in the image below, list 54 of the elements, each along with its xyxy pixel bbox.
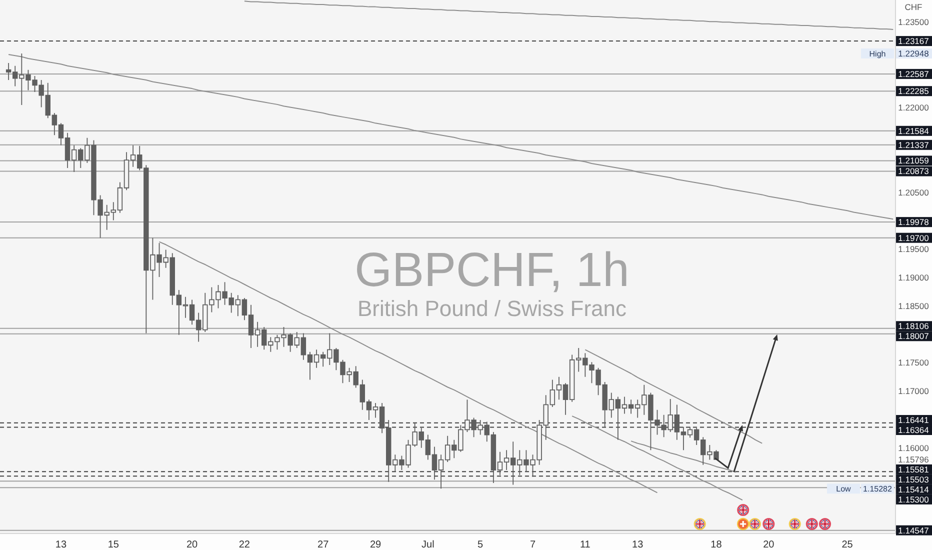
ref-line-label: 1.16441 [898, 414, 930, 425]
ref-line-label: 1.22587 [898, 68, 930, 79]
x-tick-label: Jul [422, 540, 434, 550]
ref-line-label: 1.23167 [898, 36, 930, 46]
x-tick-label: 15 [108, 540, 120, 550]
x-tick-label: 20 [763, 540, 775, 550]
y-tick-label: 1.15796 [898, 454, 930, 464]
ref-line-label: 1.21059 [898, 156, 930, 166]
y-tick-label: 1.17500 [898, 358, 930, 368]
annotation: High [869, 49, 886, 58]
y-tick-label: 1.18500 [898, 300, 930, 311]
ref-line-label: 1.21337 [898, 140, 930, 150]
text: British Pound / Swiss Franc [358, 296, 626, 321]
ref-line-label: 1.19978 [898, 217, 930, 228]
y-tick-label: 1.22000 [898, 102, 930, 112]
ref-line-label: 1.15581 [898, 464, 930, 474]
ref-line-label: 1.22285 [898, 86, 930, 96]
y-tick-label: 1.22948 [898, 48, 930, 58]
y-axis-title: CHF [904, 2, 922, 12]
y-tick-label: 1.16000 [898, 442, 930, 453]
ref-line-label: 1.15503 [898, 474, 930, 484]
x-tick-label: 29 [370, 540, 382, 550]
ref-line-label: 1.18106 [898, 321, 930, 332]
x-tick-label: 20 [186, 540, 198, 550]
y-tick-label: 1.20500 [898, 187, 930, 198]
ref-line-label: 1.21584 [898, 126, 930, 136]
y-tick-label: 1.23500 [898, 17, 930, 28]
ref-line-label: 1.14547 [898, 525, 930, 536]
y-tick-label: 1.19000 [898, 272, 930, 283]
x-tick-label: 22 [238, 540, 250, 550]
x-tick-label: 11 [580, 540, 591, 550]
line-series [244, 0, 894, 30]
x-tick-label: 13 [632, 540, 644, 550]
x-tick-label: 13 [55, 540, 67, 550]
line-series [572, 416, 743, 501]
x-tick-label: 27 [318, 540, 330, 550]
annotation: 1.15282 [863, 484, 893, 494]
x-tick-label: 18 [710, 540, 722, 550]
ref-line-label: 1.15300 [898, 494, 930, 504]
annotation: Low [836, 484, 852, 494]
ref-line-label: 1.18007 [898, 331, 930, 342]
ref-line-label: 1.15414 [898, 484, 930, 494]
y-tick-label: 1.17000 [898, 386, 930, 396]
ref-line-label: 1.20873 [898, 166, 930, 176]
y-tick-label: 1.19500 [898, 244, 930, 254]
ref-line-label: 1.19700 [898, 232, 930, 243]
line-series [584, 349, 763, 444]
text: GBPCHF, 1h [354, 244, 630, 297]
x-tick-label: 7 [530, 540, 536, 550]
x-tick-label: 5 [478, 540, 484, 550]
ref-line-label: 1.16364 [898, 424, 930, 435]
x-tick-label: 25 [842, 540, 854, 550]
line-series [158, 241, 658, 494]
line-series [630, 440, 736, 473]
